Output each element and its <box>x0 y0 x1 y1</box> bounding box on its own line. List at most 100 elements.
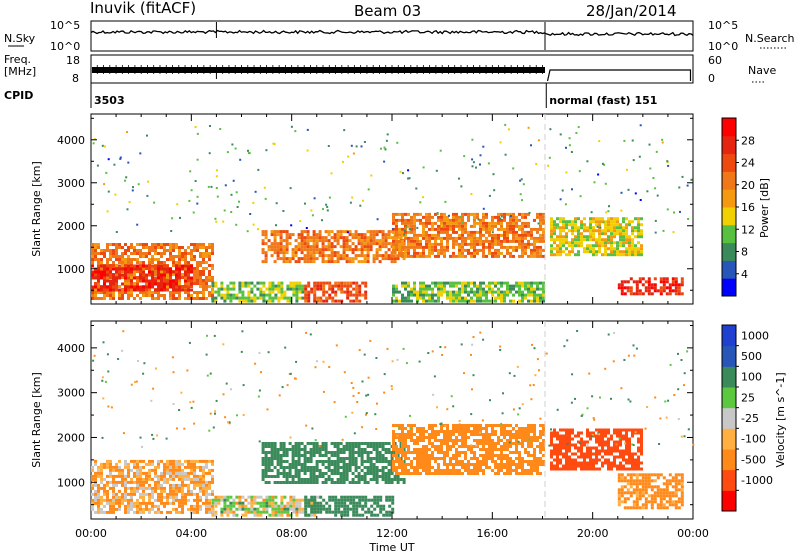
heatmap-cell <box>402 242 406 246</box>
heatmap-cell <box>336 239 340 243</box>
heatmap-cell <box>419 201 422 204</box>
heatmap-cell <box>211 474 214 478</box>
heatmap-cell <box>205 486 208 490</box>
heatmap-cell <box>407 451 410 454</box>
heatmap-cell <box>238 299 242 303</box>
heatmap-cell <box>625 226 628 230</box>
heatmap-cell <box>357 254 361 258</box>
heatmap-cell <box>297 242 301 246</box>
heatmap-cell <box>446 290 449 294</box>
heatmap-cell <box>205 507 208 511</box>
heatmap-cell <box>190 288 193 292</box>
heatmap-cell <box>130 282 133 286</box>
heatmap-cell <box>491 242 494 246</box>
heatmap-cell <box>187 276 190 280</box>
heatmap-cell <box>310 287 314 291</box>
heatmap-cell <box>276 463 280 466</box>
heatmap-cell <box>178 261 181 264</box>
heatmap-cell <box>268 498 272 502</box>
heatmap-cell <box>395 445 398 448</box>
heatmap-cell <box>521 436 524 439</box>
heatmap-cell <box>413 469 416 472</box>
heatmap-cell <box>428 427 431 430</box>
heatmap-cell <box>518 284 521 288</box>
heatmap-cell <box>446 424 449 427</box>
heatmap-cell <box>470 299 473 303</box>
heatmap-cell <box>360 236 364 240</box>
heatmap-cell <box>461 218 464 222</box>
heatmap-cell <box>282 475 286 478</box>
heatmap-cell <box>404 299 407 303</box>
heatmap-cell <box>310 498 314 502</box>
heatmap-cell <box>419 448 422 451</box>
heatmap-cell <box>638 277 642 281</box>
heatmap-cell <box>372 257 376 261</box>
heatmap-cell <box>339 478 343 481</box>
heatmap-cell <box>494 466 497 469</box>
heatmap-cell <box>398 239 401 243</box>
heatmap-cell <box>503 424 506 427</box>
heatmap-cell <box>285 460 289 463</box>
heatmap-cell <box>196 465 199 469</box>
heatmap-cell <box>208 243 211 246</box>
heatmap-cell <box>196 510 199 514</box>
heatmap-cell <box>392 254 395 258</box>
heatmap-cell <box>157 498 160 502</box>
heatmap-cell <box>455 293 458 297</box>
heatmap-cell <box>440 445 443 448</box>
heatmap-cell <box>253 498 257 502</box>
heatmap-cell <box>509 472 512 475</box>
heatmap-cell <box>473 212 476 216</box>
heatmap-cell <box>367 498 371 502</box>
heatmap-cell <box>178 270 181 274</box>
heatmap-cell <box>139 471 142 475</box>
heatmap-cell <box>376 513 380 517</box>
heatmap-cell <box>196 270 199 273</box>
heatmap-cell <box>209 125 211 127</box>
heatmap-cell <box>464 442 467 445</box>
heatmap-cell <box>273 242 277 246</box>
heatmap-cell <box>437 218 440 222</box>
heatmap-cell <box>413 218 416 222</box>
heatmap-cell <box>500 251 503 255</box>
heatmap-cell <box>100 261 103 264</box>
heatmap-cell <box>437 466 440 469</box>
heatmap-cell <box>202 255 205 258</box>
heatmap-cell <box>358 498 362 502</box>
heatmap-cell <box>294 254 298 258</box>
heatmap-cell <box>291 233 295 237</box>
heatmap-cell <box>378 451 382 454</box>
heatmap-cell <box>500 460 503 463</box>
heatmap-cell <box>533 251 536 255</box>
heatmap-cell <box>628 220 631 224</box>
heatmap-cell <box>470 245 473 249</box>
heatmap-cell <box>288 463 292 466</box>
heatmap-cell <box>628 253 631 257</box>
heatmap-cell <box>226 504 230 508</box>
heatmap-cell <box>443 442 446 445</box>
heatmap-cell <box>172 243 175 246</box>
heatmap-cell <box>100 264 103 268</box>
heatmap-cell <box>214 510 218 514</box>
heatmap-cell <box>94 501 97 505</box>
heatmap-cell <box>407 457 410 460</box>
heatmap-cell <box>148 288 151 291</box>
heatmap-cell <box>172 489 175 493</box>
heatmap-cell <box>410 430 413 433</box>
heatmap-cell <box>437 445 440 448</box>
heatmap-cell <box>109 252 112 255</box>
heatmap-cell <box>422 230 425 234</box>
heatmap-cell <box>157 297 160 300</box>
heatmap-cell <box>142 267 145 270</box>
heatmap-cell <box>214 217 217 220</box>
heatmap-cell <box>381 466 385 469</box>
heatmap-cell <box>443 212 446 216</box>
heatmap-cell <box>100 507 103 511</box>
heatmap-cell <box>491 239 494 243</box>
heatmap-cell <box>265 287 269 291</box>
heatmap-cell <box>321 248 325 252</box>
heatmap-cell <box>428 457 431 460</box>
heatmap-cell <box>668 292 672 296</box>
heatmap-cell <box>461 430 464 433</box>
heatmap-cell <box>556 235 559 239</box>
